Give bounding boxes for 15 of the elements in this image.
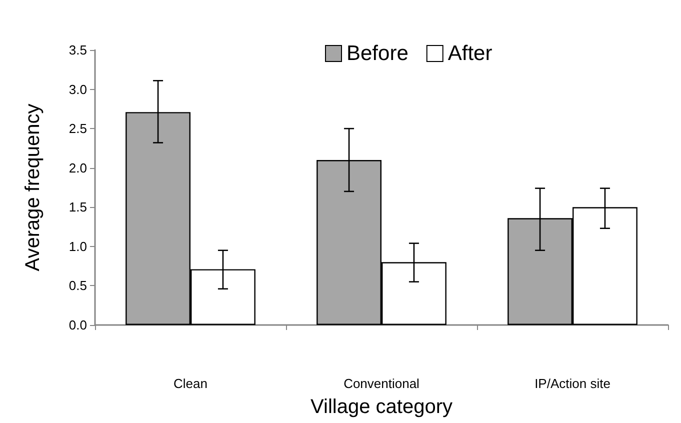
x-axis-title: Village category [310, 396, 452, 418]
legend-label: After [448, 42, 492, 65]
y-tick-label: 2.0 [68, 160, 87, 176]
legend-label: Before [346, 42, 408, 65]
y-tick-label: 3.5 [68, 42, 87, 58]
y-tick-label: 0.0 [68, 318, 87, 332]
y-tick-label: 1.5 [68, 200, 87, 215]
y-tick-label: 2.5 [68, 121, 87, 136]
y-tick-label: 3.0 [68, 82, 87, 97]
x-tick-label: Conventional [344, 376, 420, 391]
x-tick-label: IP/Action site [534, 376, 610, 391]
y-axis-title: Average frequency [22, 104, 44, 272]
x-tick-label: Clean [174, 376, 208, 391]
y-tick-label: 1.0 [68, 238, 87, 254]
y-tick-label: 0.5 [68, 278, 87, 294]
